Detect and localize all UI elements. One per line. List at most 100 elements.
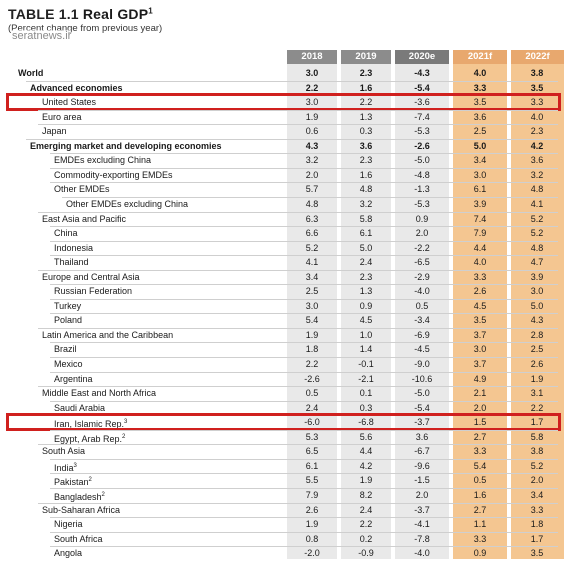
cell-2018: 1.9: [305, 111, 319, 122]
footnote-marker: 3: [124, 419, 128, 426]
cell-2018: 4.8: [305, 198, 319, 209]
cell-2019: 0.1: [359, 388, 373, 399]
table-row: Russian Federation 2.5 1.3 -4.0 2.6 3.0: [0, 284, 566, 299]
row-label: Sub-Saharan Africa: [42, 503, 120, 518]
cell-2020e: -4.3: [414, 68, 430, 78]
row-divider: [50, 487, 558, 489]
cell-2020e: -6.9: [414, 329, 430, 340]
row-divider: [50, 531, 558, 533]
footnote-marker: 3: [73, 462, 77, 469]
cell-2019: 0.3: [359, 402, 373, 413]
row-label: India3: [54, 459, 77, 476]
table-row: South Asia 6.5 4.4 -6.7 3.3 3.8: [0, 444, 566, 459]
row-label-text: Emerging market and developing economies: [30, 140, 222, 151]
row-label: Bangladesh2: [54, 488, 105, 505]
cell-2021f: 2.6: [473, 286, 487, 297]
row-label-text: Russian Federation: [54, 286, 133, 297]
row-label: Middle East and North Africa: [42, 386, 156, 401]
cell-2020e: 0.5: [415, 300, 429, 311]
row-label: Thailand: [54, 255, 89, 270]
cell-2022f: 1.8: [530, 519, 544, 530]
cell-2018: 6.1: [305, 460, 319, 471]
title-footnote-marker: 1: [148, 6, 153, 16]
cell-2021f: 3.5: [473, 97, 487, 108]
cell-2018: 4.3: [305, 140, 319, 151]
table-row: East Asia and Pacific 6.3 5.8 0.9 7.4 5.2: [0, 212, 566, 227]
highlight-box: [6, 413, 561, 432]
row-label-text: South Asia: [42, 446, 86, 457]
cell-2020e: 3.6: [415, 431, 429, 442]
row-label: Turkey: [54, 299, 81, 314]
cell-2020e: -5.4: [414, 402, 430, 413]
table-row: EMDEs excluding China 3.2 2.3 -5.0 3.4 3.6: [0, 153, 566, 168]
cell-2022f: 5.2: [530, 213, 544, 224]
row-label: Advanced economies: [30, 81, 123, 96]
table-row: India3 6.1 4.2 -9.6 5.4 5.2: [0, 459, 566, 474]
row-label-text: World: [18, 68, 44, 78]
row-label-text: Saudi Arabia: [54, 402, 106, 413]
table-row: Europe and Central Asia 3.4 2.3 -2.9 3.3 3.9: [0, 270, 566, 285]
table-header: 2018 2019 2020e 2021f 2022f: [0, 50, 566, 64]
cell-2022f: 5.8: [530, 431, 544, 442]
table-row: Brazil 1.8 1.4 -4.5 3.0 2.5: [0, 342, 566, 357]
row-divider: [38, 386, 558, 388]
cell-2021f: 1.5: [473, 417, 487, 428]
cell-2018: 2.6: [305, 504, 319, 515]
header-2018: 2018: [287, 50, 337, 64]
row-divider: [62, 196, 558, 198]
row-label: Nigeria: [54, 517, 83, 532]
cell-2018: 5.3: [305, 431, 319, 442]
row-divider: [50, 400, 558, 402]
cell-2020e: -7.8: [414, 533, 430, 544]
row-label-text: Poland: [54, 315, 83, 326]
table-row: Thailand 4.1 2.4 -6.5 4.0 4.7: [0, 255, 566, 270]
row-label: EMDEs excluding China: [54, 153, 151, 168]
cell-2019: 5.8: [359, 213, 373, 224]
cell-2022f: 3.0: [530, 286, 544, 297]
row-label-text: East Asia and Pacific: [42, 213, 127, 224]
cell-2021f: 2.0: [473, 402, 487, 413]
cell-2022f: 5.2: [530, 460, 544, 471]
cell-2022f: 4.0: [530, 111, 544, 122]
cell-2019: 1.3: [359, 111, 373, 122]
cell-2018: -6.0: [304, 417, 320, 428]
cell-2021f: 0.9: [473, 548, 487, 559]
cell-2022f: 3.8: [530, 446, 544, 457]
row-label: Egypt, Arab Rep.2: [54, 430, 125, 447]
row-label: Argentina: [54, 372, 93, 387]
cell-2021f: 3.9: [473, 198, 487, 209]
cell-2021f: 2.5: [473, 126, 487, 137]
row-label: World: [18, 66, 43, 81]
table-row: Egypt, Arab Rep.2 5.3 5.6 3.6 2.7 5.8: [0, 430, 566, 445]
cell-2020e: 2.0: [415, 489, 429, 500]
cell-2020e: -5.3: [414, 126, 430, 137]
row-label-text: China: [54, 228, 78, 239]
cell-2022f: 3.3: [530, 504, 544, 515]
cell-2019: 1.3: [359, 286, 373, 297]
cell-2022f: 4.7: [530, 257, 544, 268]
cell-2020e: -4.1: [414, 519, 430, 530]
row-divider: [50, 429, 558, 431]
row-divider: [50, 458, 558, 460]
row-label: Emerging market and developing economies: [30, 139, 222, 154]
cell-2019: 2.4: [359, 257, 373, 268]
cell-2021f: 5.4: [473, 460, 487, 471]
cell-2018: 2.2: [305, 82, 319, 93]
cell-2020e: -7.4: [414, 111, 430, 122]
row-label-text: Latin America and the Caribbean: [42, 329, 174, 340]
cell-2022f: 1.7: [530, 533, 544, 544]
table-row: Poland 5.4 4.5 -3.4 3.5 4.3: [0, 313, 566, 328]
cell-2019: 2.2: [359, 97, 373, 108]
row-label: United States: [42, 95, 96, 110]
cell-2020e: -2.9: [414, 271, 430, 282]
cell-2021f: 6.1: [473, 184, 487, 195]
cell-2019: -0.9: [358, 548, 374, 559]
table-row: China 6.6 6.1 2.0 7.9 5.2: [0, 226, 566, 241]
cell-2020e: -6.5: [414, 257, 430, 268]
row-label-text: Nigeria: [54, 519, 83, 530]
row-divider: [50, 182, 558, 184]
cell-2022f: 1.9: [530, 373, 544, 384]
cell-2020e: -2.2: [414, 242, 430, 253]
row-label: Other EMDEs: [54, 182, 110, 197]
highlight-box: [6, 93, 561, 112]
